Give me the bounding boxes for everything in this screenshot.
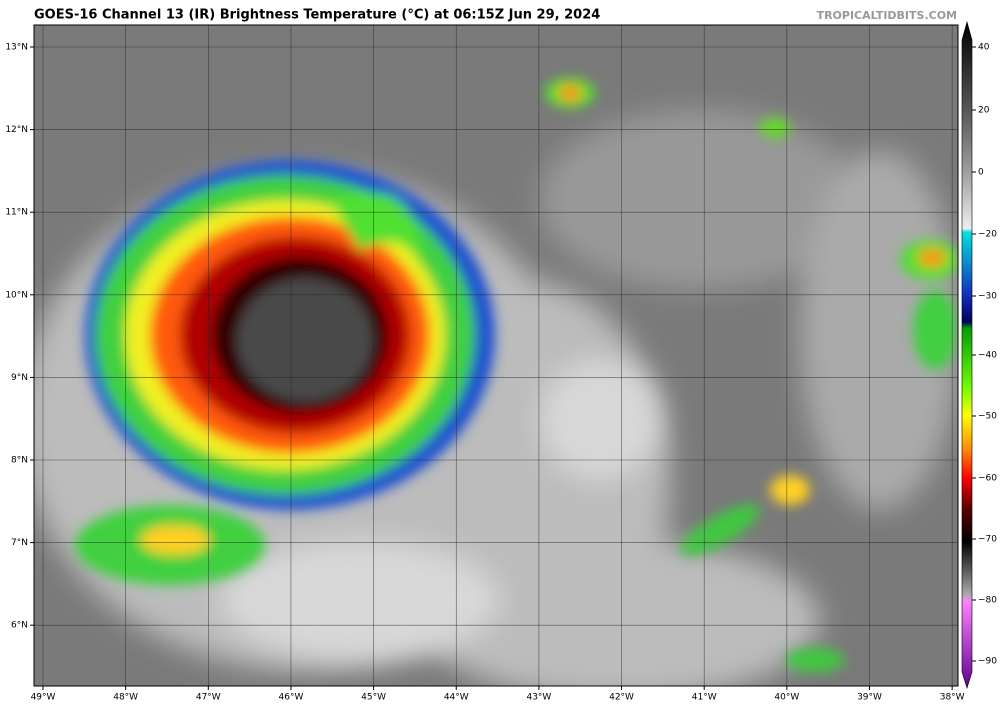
colorbar-label: −20 [978,230,997,240]
colorbar-label: −60 [978,474,997,484]
latitude-label: 13°N [5,43,28,53]
map-frame [33,24,959,687]
title: GOES-16 Channel 13 (IR) Brightness Tempe… [34,8,600,23]
longitude-label: 41°W [692,693,717,703]
colorbar-label: −80 [978,596,997,606]
source: TROPICALTIDBITS.COM [817,9,957,22]
latitude-label: 8°N [11,456,28,466]
colorbar-label: −30 [978,292,997,302]
colorbar-label: −90 [978,657,997,667]
graticule: 13°N 12°N 11°N 10°N 9°N 8°N 7°N 6°N 49°W 48°W 47°W… [5,25,965,703]
latitude-label: 6°N [11,621,28,631]
colorbar-label: −50 [978,412,997,422]
latitude-label: 9°N [11,373,28,383]
longitude-label: 45°W [361,693,386,703]
colorbar [961,20,973,690]
longitude-label: 38°W [940,693,965,703]
longitude-label: 48°W [113,693,138,703]
colorbar-label: 20 [978,106,990,116]
colorbar-label: −40 [978,351,997,361]
latitude-label: 12°N [5,125,28,135]
colorbar-label: 0 [978,168,984,178]
colorbar-label: 40 [978,43,990,53]
latitude-label: 7°N [11,538,28,548]
longitude-label: 40°W [774,693,799,703]
colorbar-ticks: 40 20 0 −20 −30 −40 −50 −60 −70 −80 −90 [972,43,997,667]
longitude-label: 43°W [526,693,551,703]
latitude-label: 10°N [5,290,28,300]
longitude-label: 49°W [31,693,56,703]
latitude-label: 11°N [5,208,28,218]
satellite-image [34,25,958,686]
longitude-label: 42°W [609,693,634,703]
longitude-label: 47°W [196,693,221,703]
longitude-label: 46°W [279,693,304,703]
colorbar-label: −70 [978,535,997,545]
longitude-label: 44°W [444,693,469,703]
longitude-label: 39°W [857,693,882,703]
